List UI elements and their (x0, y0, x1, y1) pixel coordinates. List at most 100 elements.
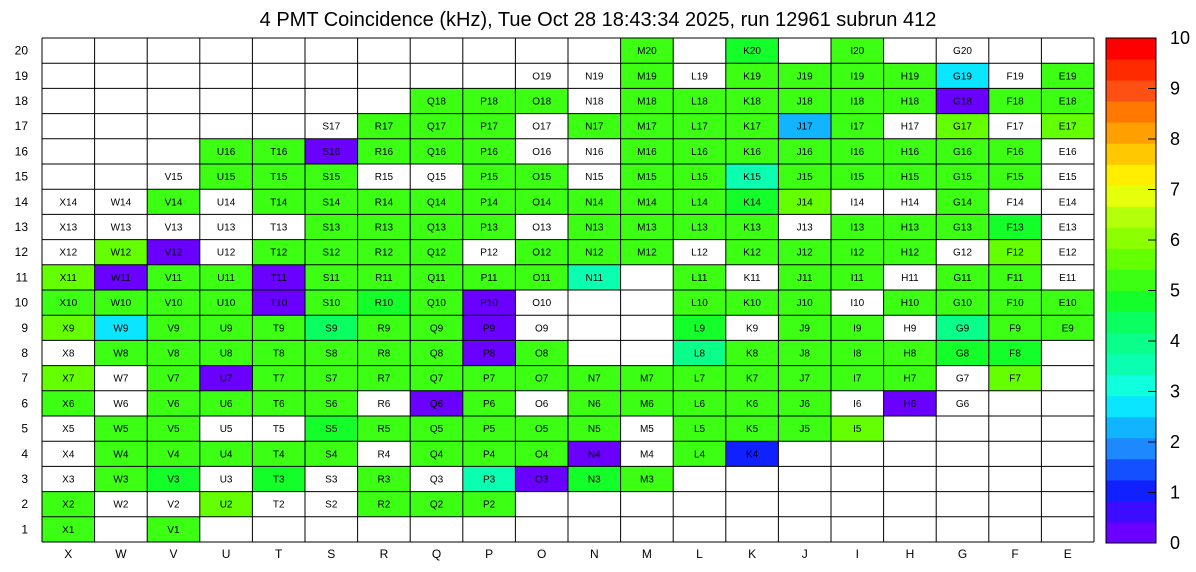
heatmap-cell-e12 (1041, 239, 1094, 265)
x-tick-label-v: V (169, 547, 177, 561)
cell-label-t3: T3 (273, 475, 285, 486)
heatmap-cell-i16 (831, 138, 884, 164)
heatmap-cell-u3 (199, 466, 253, 492)
heatmap-cell-x9 (42, 315, 95, 341)
heatmap-cell-i13 (831, 214, 884, 240)
heatmap-cell-e19 (1041, 63, 1094, 89)
heatmap-cell-l15 (673, 164, 726, 190)
heatmap-cell-o7 (515, 365, 568, 391)
heatmap-cell-q14 (410, 189, 463, 215)
cell-label-o18: O18 (532, 97, 551, 108)
x-tick-label-x: X (64, 547, 72, 561)
color-scale-label-10: 10 (1170, 28, 1190, 48)
heatmap-cell-t12 (252, 239, 305, 265)
heatmap-cell-n5 (568, 416, 621, 442)
cell-label-f19: F19 (1006, 71, 1024, 82)
heatmap-cell-t9 (252, 315, 305, 341)
cell-label-e19: E19 (1059, 71, 1077, 82)
heatmap-cell-q7 (410, 365, 463, 391)
y-tick-label-3: 3 (21, 472, 28, 486)
cell-label-v3: V3 (167, 475, 180, 486)
cell-label-q14: Q14 (427, 197, 446, 208)
y-tick-label-13: 13 (15, 220, 29, 234)
cell-label-m7: M7 (640, 374, 654, 385)
cell-label-q9: Q9 (430, 323, 444, 334)
heatmap-cell-n7 (568, 365, 621, 391)
cell-label-n15: N15 (585, 172, 604, 183)
x-tick-label-u: U (222, 547, 231, 561)
cell-label-o6: O6 (535, 399, 549, 410)
x-tick-label-w: W (115, 547, 127, 561)
color-scale-segment (1106, 353, 1156, 376)
y-tick-label-15: 15 (15, 170, 29, 184)
cell-label-r5: R5 (378, 424, 391, 435)
cell-label-g20: G20 (953, 46, 972, 57)
cell-label-h9: H9 (904, 323, 917, 334)
heatmap-cell-h17 (883, 113, 937, 139)
cell-label-t16: T16 (270, 147, 288, 158)
cell-label-j16: J16 (797, 147, 814, 158)
heatmap-cell-k7 (725, 365, 779, 391)
heatmap-cell-o6 (515, 390, 568, 416)
heatmap-cell-u7 (199, 365, 253, 391)
heatmap-cell-o10 (515, 290, 568, 316)
cell-label-j9: J9 (799, 323, 810, 334)
cell-label-u15: U15 (217, 172, 236, 183)
heatmap-cell-e11 (1041, 264, 1094, 290)
heatmap-cell-h8 (883, 340, 937, 366)
heatmap-cell-w13 (94, 214, 148, 240)
cell-label-n6: N6 (588, 399, 601, 410)
heatmap-cell-j17 (778, 113, 831, 139)
heatmap-cell-l16 (673, 138, 726, 164)
heatmap-cell-q2 (410, 491, 463, 517)
cell-label-k14: K14 (743, 197, 761, 208)
cell-label-t4: T4 (273, 449, 285, 460)
color-scale-segment (1106, 416, 1156, 439)
x-tick-label-h: H (906, 547, 915, 561)
heatmap-cell-l11 (673, 264, 726, 290)
y-tick-label-19: 19 (15, 69, 29, 83)
heatmap-cell-v9 (147, 315, 200, 341)
heatmap-cell-p9 (462, 315, 516, 341)
cell-label-r4: R4 (378, 449, 391, 460)
cell-label-i14: I14 (850, 197, 864, 208)
cell-label-p12: P12 (480, 248, 498, 259)
heatmap-cell-n6 (568, 390, 621, 416)
heatmap-cell-r2 (357, 491, 411, 517)
heatmap-cell-t3 (252, 466, 305, 492)
cell-label-s15: S15 (322, 172, 340, 183)
heatmap-cell-w5 (94, 416, 148, 442)
heatmap-cell-v14 (147, 189, 200, 215)
heatmap-cell-h9 (883, 315, 937, 341)
heatmap-cell-l12 (673, 239, 726, 265)
cell-label-o14: O14 (532, 197, 551, 208)
heatmap-cell-n16 (568, 138, 621, 164)
heatmap-cell-f11 (988, 264, 1042, 290)
cell-label-r12: R12 (375, 248, 394, 259)
cell-label-j14: J14 (797, 197, 814, 208)
cell-label-t6: T6 (273, 399, 285, 410)
heatmap-cell-s11 (305, 264, 358, 290)
heatmap-cell-r6 (357, 390, 411, 416)
cell-label-o9: O9 (535, 323, 549, 334)
heatmap-cell-h10 (883, 290, 937, 316)
cell-label-v7: V7 (167, 374, 180, 385)
heatmap-cell-w8 (94, 340, 148, 366)
cell-label-l16: L16 (691, 147, 708, 158)
heatmap-cell-i8 (831, 340, 884, 366)
cell-label-u9: U9 (220, 323, 233, 334)
color-scale-segment (1106, 395, 1156, 418)
cell-label-v13: V13 (165, 223, 183, 234)
cell-label-m4: M4 (640, 449, 654, 460)
heatmap-cell-q3 (410, 466, 463, 492)
cell-label-t9: T9 (273, 323, 285, 334)
cell-label-q11: Q11 (427, 273, 446, 284)
cell-label-p17: P17 (480, 122, 498, 133)
heatmap-cell-q6 (410, 390, 463, 416)
heatmap-cell-e18 (1041, 88, 1094, 114)
heatmap-cell-f13 (988, 214, 1042, 240)
cell-label-l6: L6 (694, 399, 706, 410)
cell-label-m6: M6 (640, 399, 654, 410)
heatmap-cell-o17 (515, 113, 568, 139)
cell-label-s8: S8 (325, 349, 338, 360)
